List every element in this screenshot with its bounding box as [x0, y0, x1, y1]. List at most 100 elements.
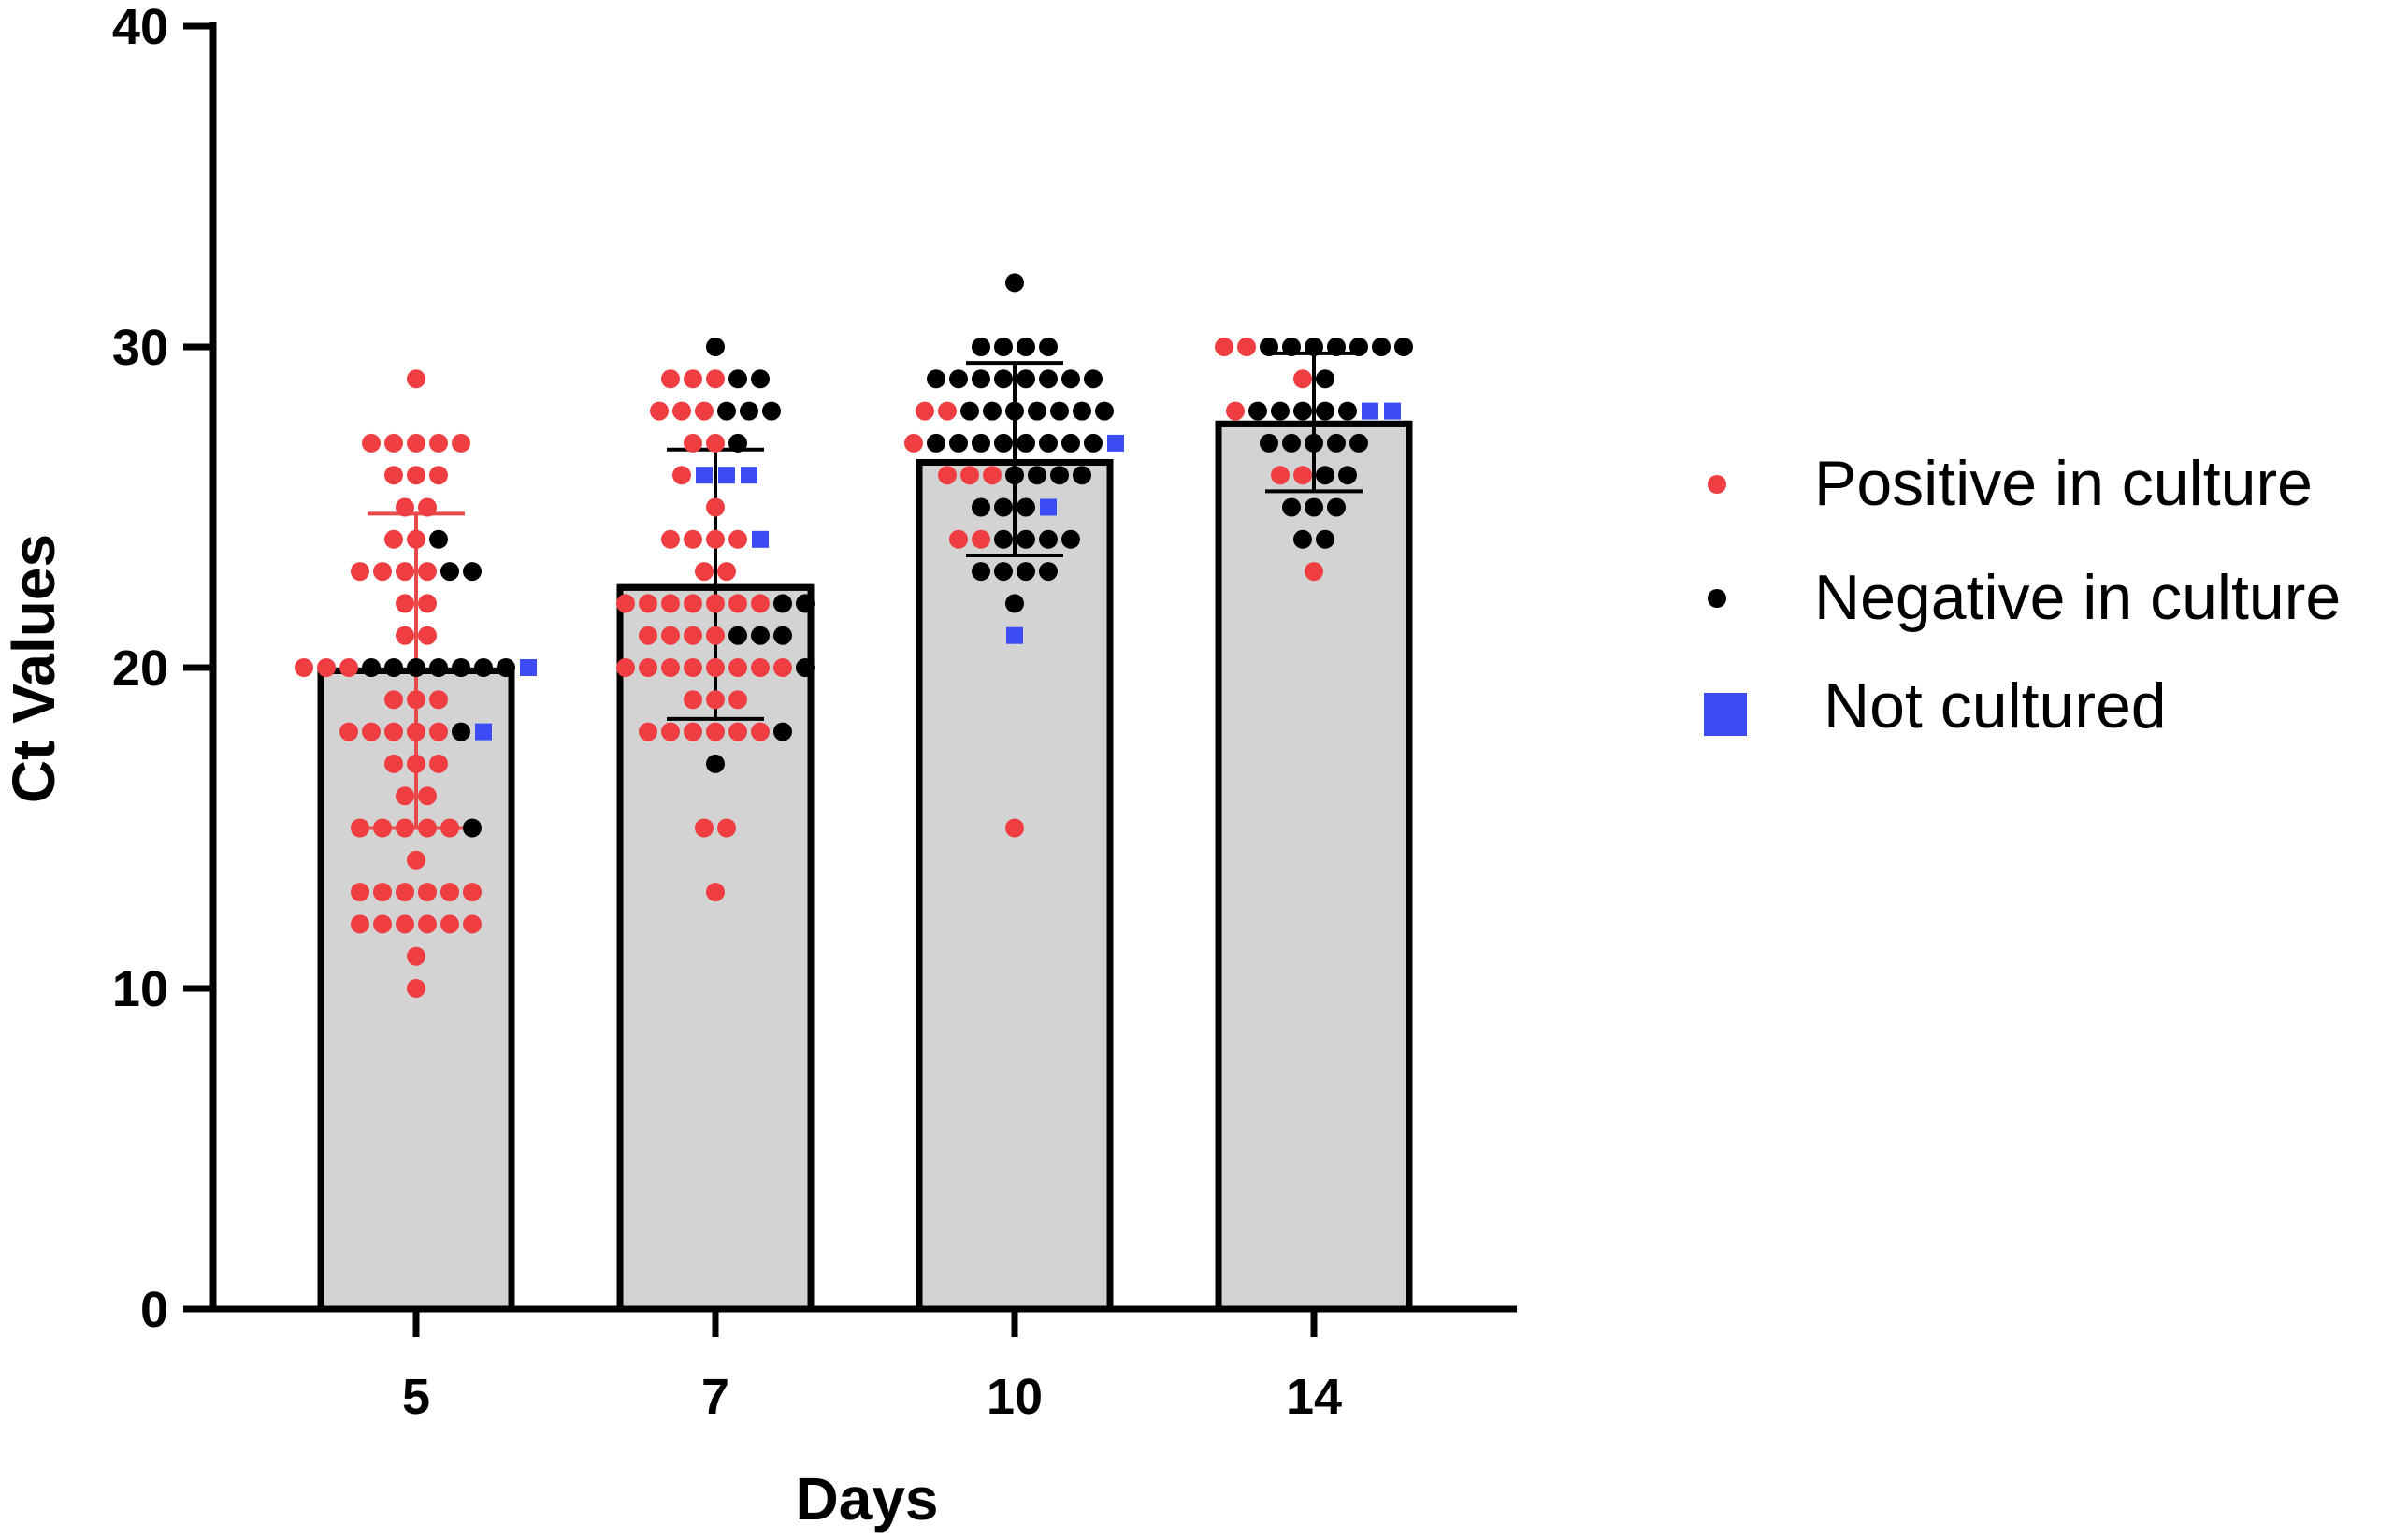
point-positive-in-culture-day-5: [463, 914, 482, 934]
point-positive-in-culture-day-5: [418, 626, 437, 645]
point-positive-in-culture-day-7: [684, 722, 702, 741]
point-negative-in-culture-day-10: [972, 338, 990, 356]
point-positive-in-culture-day-5: [362, 722, 381, 741]
point-negative-in-culture-day-10: [1005, 594, 1024, 613]
point-positive-in-culture-day-7: [695, 401, 714, 421]
point-negative-in-culture-day-10: [1050, 401, 1069, 421]
x-axis-title: Days: [796, 1465, 939, 1533]
point-positive-in-culture-day-5: [407, 754, 425, 773]
point-positive-in-culture-day-5: [351, 914, 369, 934]
point-positive-in-culture-day-5: [384, 466, 403, 485]
point-positive-in-culture-day-5: [396, 818, 414, 838]
point-positive-in-culture-day-7: [706, 690, 725, 710]
point-negative-in-culture-day-14: [1248, 401, 1267, 421]
axes-layer: 0 10 20 30 40 5 7 10 14: [112, 0, 1517, 1425]
point-positive-in-culture-day-10: [972, 529, 990, 549]
point-negative-in-culture-day-10: [1017, 562, 1035, 582]
point-positive-in-culture-day-5: [384, 754, 403, 773]
point-positive-in-culture-day-5: [339, 658, 358, 677]
point-negative-in-culture-day-10: [994, 497, 1013, 517]
point-negative-in-culture-day-14: [1305, 433, 1323, 453]
point-positive-in-culture-day-5: [418, 594, 437, 613]
point-positive-in-culture-day-5: [373, 914, 392, 934]
point-positive-in-culture-day-5: [418, 914, 437, 934]
legend-marker-positive: [1708, 475, 1726, 494]
point-positive-in-culture-day-7: [684, 369, 702, 389]
point-negative-in-culture-day-7: [728, 433, 747, 453]
point-positive-in-culture-day-7: [706, 722, 725, 741]
point-positive-in-culture-day-7: [706, 369, 725, 389]
point-negative-in-culture-day-7: [740, 401, 758, 421]
point-negative-in-culture-day-14: [1260, 433, 1278, 453]
legend-marker-not-cultured: [1704, 693, 1747, 736]
point-negative-in-culture-day-14: [1327, 433, 1346, 453]
point-negative-in-culture-day-10: [1028, 401, 1046, 421]
point-not-cultured-day-7: [696, 467, 713, 484]
point-positive-in-culture-day-7: [684, 658, 702, 677]
point-negative-in-culture-day-10: [994, 562, 1013, 582]
point-positive-in-culture-day-5: [396, 497, 414, 517]
point-negative-in-culture-day-10: [972, 433, 990, 453]
point-positive-in-culture-day-5: [351, 883, 369, 902]
point-positive-in-culture-day-5: [384, 722, 403, 741]
point-negative-in-culture-day-10: [1061, 433, 1080, 453]
point-positive-in-culture-day-7: [728, 594, 747, 613]
point-positive-in-culture-day-7: [706, 529, 725, 549]
point-positive-in-culture-day-14: [1271, 466, 1290, 485]
point-positive-in-culture-day-7: [684, 594, 702, 613]
point-negative-in-culture-day-10: [1028, 466, 1046, 485]
bar-day-14: [1215, 420, 1413, 1313]
point-not-cultured-day-7: [752, 530, 769, 548]
point-positive-in-culture-day-5: [351, 818, 369, 838]
point-positive-in-culture-day-7: [695, 562, 714, 582]
point-not-cultured-day-7: [718, 467, 735, 484]
y-tick-label-0: 0: [140, 1282, 168, 1338]
point-negative-in-culture-day-10: [1017, 338, 1035, 356]
point-positive-in-culture-day-7: [706, 883, 725, 902]
point-negative-in-culture-day-7: [728, 369, 747, 389]
y-tick-label-20: 20: [112, 640, 168, 697]
point-negative-in-culture-day-14: [1316, 466, 1334, 485]
point-negative-in-culture-day-10: [983, 401, 1002, 421]
bar-day-10: [916, 458, 1114, 1313]
point-negative-in-culture-day-14: [1349, 433, 1368, 453]
point-positive-in-culture-day-5: [384, 690, 403, 710]
point-negative-in-culture-day-10: [1084, 369, 1103, 389]
point-negative-in-culture-day-10: [1073, 401, 1091, 421]
point-negative-in-culture-day-10: [994, 369, 1013, 389]
point-negative-in-culture-day-10: [1039, 338, 1058, 356]
point-negative-in-culture-day-14: [1282, 338, 1301, 356]
point-negative-in-culture-day-7: [751, 626, 770, 645]
point-positive-in-culture-day-7: [684, 626, 702, 645]
legend-label-negative: Negative in culture: [1814, 562, 2341, 633]
point-positive-in-culture-day-5: [384, 529, 403, 549]
y-axis-title: Ct Values: [0, 534, 67, 803]
point-positive-in-culture-day-7: [661, 626, 680, 645]
point-positive-in-culture-day-5: [463, 883, 482, 902]
point-positive-in-culture-day-10: [949, 529, 968, 549]
point-negative-in-culture-day-5: [384, 658, 403, 677]
point-not-cultured-day-5: [475, 723, 492, 741]
point-positive-in-culture-day-5: [317, 658, 336, 677]
point-negative-in-culture-day-7: [773, 626, 792, 645]
point-positive-in-culture-day-5: [407, 946, 425, 966]
points-layer: [295, 273, 1413, 998]
point-negative-in-culture-day-14: [1316, 369, 1334, 389]
legend-marker-negative: [1708, 589, 1726, 608]
point-positive-in-culture-day-7: [717, 818, 736, 838]
point-negative-in-culture-day-14: [1316, 529, 1334, 549]
point-positive-in-culture-day-7: [684, 433, 702, 453]
point-positive-in-culture-day-10: [1005, 818, 1024, 838]
point-positive-in-culture-day-7: [728, 690, 747, 710]
legend: Positive in culture Negative in culture …: [1704, 448, 2341, 741]
point-negative-in-culture-day-14: [1293, 401, 1312, 421]
point-positive-in-culture-day-14: [1237, 338, 1256, 356]
point-positive-in-culture-day-7: [706, 497, 725, 517]
point-positive-in-culture-day-5: [429, 433, 448, 453]
point-positive-in-culture-day-7: [639, 594, 657, 613]
point-positive-in-culture-day-5: [396, 914, 414, 934]
point-positive-in-culture-day-5: [373, 883, 392, 902]
point-negative-in-culture-day-14: [1338, 401, 1357, 421]
point-negative-in-culture-day-10: [972, 497, 990, 517]
